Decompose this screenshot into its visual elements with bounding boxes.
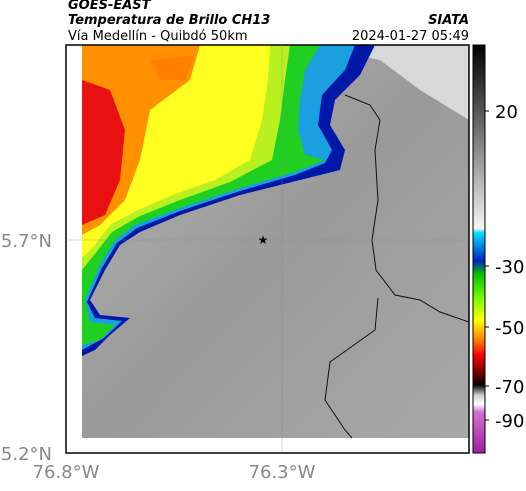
location-marker: ★ (258, 233, 269, 247)
product: Temperatura de Brillo CH13 (68, 13, 270, 28)
colorbar-label: -50 (495, 318, 524, 339)
x-label: 76.8°W (33, 462, 100, 483)
y-label: 5.2°N (1, 444, 52, 465)
colorbar-label: -70 (495, 377, 524, 398)
map-frame (65, 44, 470, 454)
source: SIATA (428, 13, 469, 28)
colorbar-ticks (485, 110, 489, 421)
colorbar-label: 20 (495, 102, 518, 123)
y-label: 5.7°N (1, 231, 52, 252)
x-label: 76.3°W (249, 462, 316, 483)
satellite-image (82, 45, 469, 438)
colorbar-label: -90 (495, 411, 524, 432)
region: Vía Medellín - Quibdó 50km (68, 29, 248, 44)
timestamp: 2024-01-27 05:49 (352, 29, 469, 44)
colorbar-label: -30 (495, 257, 524, 278)
colorbar (472, 44, 486, 454)
satellite: GOES-EAST (68, 0, 152, 13)
